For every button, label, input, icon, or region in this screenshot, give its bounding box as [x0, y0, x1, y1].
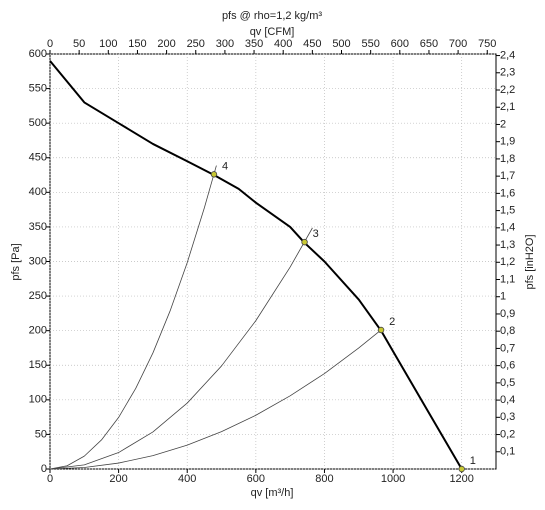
- y2-tick-label: 1,8: [500, 153, 515, 165]
- x2-tick-label: 600: [391, 38, 409, 50]
- y2-tick-label: 1,4: [500, 222, 515, 234]
- x-tick-label: 800: [315, 473, 333, 485]
- y2-tick-label: 0,2: [500, 428, 515, 440]
- chart-title: pfs @ rho=1,2 kg/m³: [222, 10, 322, 22]
- x2-tick-label: 200: [157, 38, 175, 50]
- curve: [49, 227, 313, 470]
- y2-tick-label: 0,4: [500, 394, 515, 406]
- y-tick-label: 0: [41, 463, 47, 475]
- y2-tick-label: 0,1: [500, 446, 515, 458]
- x2-tick-label: 550: [361, 38, 379, 50]
- y2-tick-label: 2,4: [500, 49, 515, 61]
- y2-tick-label: 1,9: [500, 136, 515, 148]
- y-tick-label: 250: [29, 290, 47, 302]
- x2-tick-label: 150: [128, 38, 146, 50]
- y2-tick-label: 1,6: [500, 187, 515, 199]
- point-label: 1: [470, 455, 476, 467]
- y-tick-label: 50: [35, 428, 47, 440]
- y2-tick-label: 1,5: [500, 205, 515, 217]
- y2-axis-label: pfs [inH2O]: [524, 234, 536, 289]
- y2-tick-label: 0,6: [500, 360, 515, 372]
- y-tick-label: 500: [29, 117, 47, 129]
- operating-point: [458, 465, 465, 473]
- y2-tick-label: 1: [500, 291, 506, 303]
- x2-tick-label: 0: [47, 38, 53, 50]
- x-tick-label: 400: [178, 473, 196, 485]
- y-tick-label: 200: [29, 325, 47, 337]
- y-tick-label: 100: [29, 394, 47, 406]
- y-axis-label: pfs [Pa]: [10, 243, 22, 280]
- y2-tick-label: 2,1: [500, 101, 515, 113]
- x2-tick-label: 100: [99, 38, 117, 50]
- y2-tick-label: 1,3: [500, 239, 515, 251]
- operating-point: [301, 238, 308, 246]
- y2-tick-label: 0,7: [500, 342, 515, 354]
- y2-tick-label: 0,5: [500, 377, 515, 389]
- y-tick-label: 400: [29, 186, 47, 198]
- operating-point: [377, 326, 385, 334]
- x2-tick-label: 50: [73, 38, 85, 50]
- y2-tick-label: 2: [500, 118, 506, 130]
- x-tick-label: 1000: [381, 473, 405, 485]
- x2-tick-label: 700: [449, 38, 467, 50]
- y-tick-label: 300: [29, 255, 47, 267]
- y2-tick-label: 2,3: [500, 67, 515, 79]
- y-tick-label: 150: [29, 359, 47, 371]
- x-tick-label: 0: [47, 473, 53, 485]
- curve: [49, 329, 382, 470]
- point-label: 3: [313, 228, 319, 240]
- y2-tick-label: 0,3: [500, 411, 515, 423]
- y2-tick-label: 1,1: [500, 273, 515, 285]
- x2-tick-label: 650: [420, 38, 438, 50]
- y2-tick-label: 2,2: [500, 84, 515, 96]
- x2-tick-label: 750: [478, 38, 496, 50]
- x2-tick-label: 450: [303, 38, 321, 50]
- x-tick-label: 600: [247, 473, 265, 485]
- y2-tick-label: 1,2: [500, 256, 515, 268]
- x2-tick-label: 250: [187, 38, 205, 50]
- x2-tick-label: 500: [332, 38, 350, 50]
- x2-tick-label: 300: [216, 38, 234, 50]
- y-tick-label: 450: [29, 152, 47, 164]
- curve: [49, 165, 217, 470]
- point-label: 4: [222, 160, 228, 172]
- x-axis-label: qv [m³/h]: [251, 487, 294, 499]
- y-tick-label: 600: [29, 48, 47, 60]
- y2-tick-label: 0,8: [500, 325, 515, 337]
- x-tick-label: 200: [109, 473, 127, 485]
- operating-point: [210, 171, 218, 178]
- y-tick-label: 550: [29, 82, 47, 94]
- curve: [49, 60, 463, 470]
- x2-tick-label: 400: [274, 38, 292, 50]
- y-tick-label: 350: [29, 221, 47, 233]
- y2-tick-label: 0,9: [500, 308, 515, 320]
- x2-axis-label: qv [CFM]: [250, 26, 295, 38]
- x2-tick-label: 350: [245, 38, 263, 50]
- point-label: 2: [389, 316, 395, 328]
- x-tick-label: 1200: [449, 473, 473, 485]
- y2-tick-label: 1,7: [500, 170, 515, 182]
